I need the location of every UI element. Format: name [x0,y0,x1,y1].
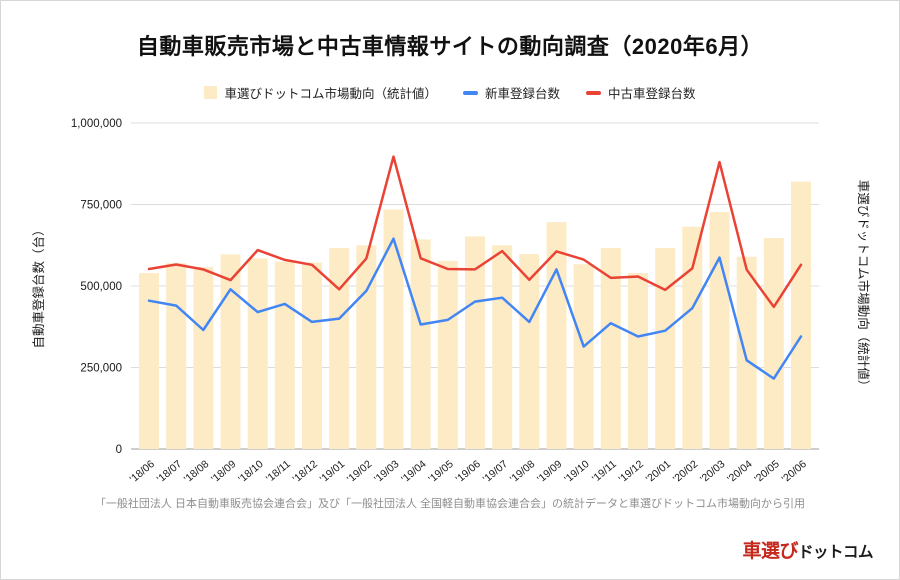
market-trend-bar [573,264,594,449]
x-tick-label: '20/05 [752,458,782,485]
market-trend-bar [546,222,567,449]
x-tick-label: '20/04 [725,458,755,485]
x-tick-label: '19/01 [318,458,348,485]
y-tick-label: 1,000,000 [71,118,122,130]
market-trend-bar [383,209,404,449]
market-trend-bar [519,254,540,449]
y-tick-label: 750,000 [80,200,122,212]
x-tick-label: '19/12 [617,458,647,485]
kurumaerabi-logo: 車選びドットコム [742,536,873,563]
market-trend-bar [682,226,703,449]
x-tick-label: '18/09 [209,458,239,485]
market-trend-bar [709,212,730,449]
left-axis-title: 自動車登録台数（台） [31,223,46,348]
legend-item-used-car: 中古車登録台数 [586,83,696,102]
market-trend-bar [655,247,676,449]
legend-label-market-trend: 車選びドットコム市場動向（統計値） [224,87,437,101]
market-trend-bar [302,262,322,449]
x-tick-label: '19/07 [481,458,511,485]
x-tick-label: '19/08 [508,458,538,485]
x-tick-label: '20/01 [644,458,674,485]
x-tick-label: '19/11 [590,458,619,485]
x-tick-label: '20/06 [780,458,810,485]
market-trend-bar [274,261,295,449]
market-trend-bar [193,267,214,449]
market-trend-bar [763,238,784,449]
page-title: 自動車販売市場と中古車情報サイトの動向調査（2020年6月） [136,34,764,59]
x-tick-label: '18/08 [182,458,212,485]
x-tick-label: '18/12 [291,458,321,485]
market-trend-bar [329,247,350,449]
x-tick-label: '19/06 [454,458,484,485]
market-trend-bar [628,273,648,449]
used-car-line [147,155,803,309]
y-tick-label: 500,000 [80,281,122,293]
x-tick-label: '18/07 [155,458,185,485]
market-trend-bar [492,245,513,450]
x-tick-label: '19/02 [345,458,375,485]
logo-text-secondary: ドットコム [797,544,874,561]
new-car-line [147,237,803,380]
market-trend-bar [247,258,268,449]
chart-legend: 車選びドットコム市場動向（統計値） 新車登録台数 中古車登録台数 [1,83,899,102]
logo-text-primary: 車選び [742,541,798,562]
x-tick-label: '19/05 [426,458,456,485]
red-line-swatch-icon [586,90,601,95]
blue-line-swatch-icon [462,90,478,95]
y-tick-label: 0 [116,444,122,456]
market-trend-bar [220,254,241,449]
x-tick-label: '20/02 [671,458,701,485]
market-trend-bar [600,247,621,449]
legend-label-new-car: 新車登録台数 [484,87,560,101]
x-tick-label: '18/06 [128,458,158,485]
legend-item-new-car: 新車登録台数 [462,83,560,102]
x-tick-label: '18/10 [236,458,266,485]
x-tick-label: '20/03 [698,458,728,485]
market-trend-bar [166,263,187,449]
x-tick-label: '19/04 [399,458,429,485]
x-tick-label: '19/10 [562,458,592,485]
market-trend-bar [139,273,159,449]
market-trend-bar [410,239,431,449]
market-trend-bar [465,236,485,449]
source-citation: 「一般社団法人 日本自動車販売協会連合会」及び「一般社団法人 全国軽自動車協会連… [94,498,806,510]
market-trend-bar [791,181,811,449]
legend-label-used-car: 中古車登録台数 [608,87,696,101]
legend-item-market-trend: 車選びドットコム市場動向（統計値） [204,83,437,102]
bar-swatch-icon [204,86,218,99]
market-trend-bar [437,260,458,449]
x-tick-label: '19/09 [535,458,565,485]
y-tick-label: 250,000 [80,363,122,375]
x-tick-label: '18/11 [264,458,293,485]
x-tick-label: '19/03 [372,458,402,485]
market-trend-bar [736,256,757,449]
right-axis-title: 車選びドットコム市場動向（統計値） [856,180,871,393]
